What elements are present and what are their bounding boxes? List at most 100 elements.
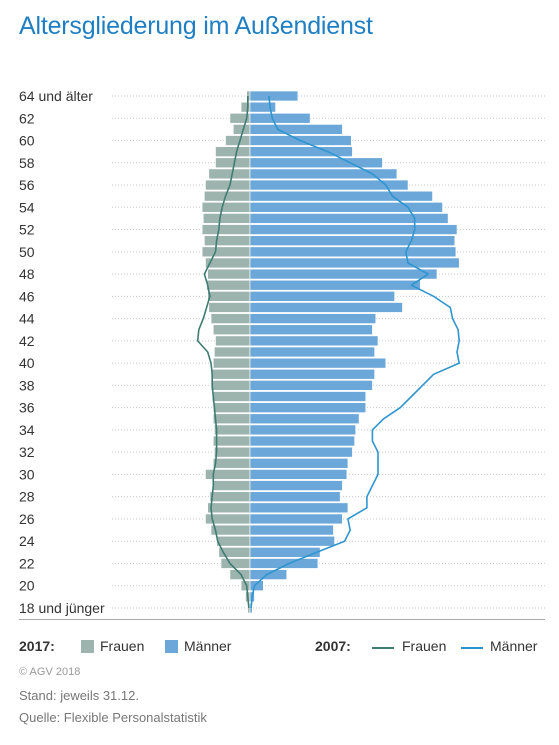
age-tick-label: 26 (19, 511, 35, 527)
bar-maenner-2017 (249, 101, 276, 113)
bar-maenner-2017 (249, 368, 375, 380)
bar-maenner-2017 (249, 513, 343, 525)
bar-frauen-2017 (201, 224, 251, 235)
bar-maenner-2017 (249, 146, 353, 157)
bar-frauen-2017 (214, 424, 251, 436)
age-tick-label: 58 (19, 155, 35, 171)
bar-frauen-2017 (206, 279, 251, 291)
bar-maenner-2017 (249, 402, 367, 413)
bar-maenner-2017 (249, 90, 299, 102)
bar-frauen-2017 (201, 202, 251, 213)
copyright-note: © AGV 2018 (19, 666, 81, 678)
bar-maenner-2017 (249, 535, 335, 547)
bar-maenner-2017 (249, 446, 353, 458)
bar-frauen-2017 (210, 313, 251, 324)
bar-maenner-2017 (249, 291, 395, 302)
age-tick-label: 36 (19, 400, 35, 416)
bar-frauen-2017 (208, 302, 251, 313)
bar-maenner-2017 (249, 380, 373, 391)
legend-swatch-maenner-2017 (165, 640, 178, 653)
bar-maenner-2017 (249, 502, 349, 514)
age-tick-label: 46 (19, 288, 35, 304)
age-tick-label: 18 und jünger (19, 600, 105, 616)
age-tick-label: 20 (19, 578, 35, 594)
bar-maenner-2017 (249, 524, 334, 536)
bar-maenner-2017 (249, 547, 321, 558)
legend-line-maenner-2007 (461, 647, 483, 649)
bar-maenner-2017 (249, 112, 311, 124)
bar-maenner-2017 (249, 558, 319, 569)
bar-frauen-2017 (215, 335, 251, 347)
bar-maenner-2017 (249, 391, 367, 402)
age-tick-label: 40 (19, 355, 35, 371)
bar-maenner-2017 (249, 213, 449, 224)
bar-frauen-2017 (212, 402, 251, 413)
bar-maenner-2017 (249, 268, 438, 280)
bar-maenner-2017 (249, 335, 379, 347)
line-maenner-2007 (250, 95, 460, 609)
bar-frauen-2017 (208, 168, 251, 180)
age-tick-label: 62 (19, 110, 35, 126)
age-tick-label: 56 (19, 177, 35, 193)
bar-frauen-2017 (216, 535, 251, 547)
bar-maenner-2017 (249, 224, 458, 235)
population-pyramid-chart: 18 und jünger 20 22 24 26 28 30 32 34 36 38 40 42 44 4… (19, 88, 545, 620)
age-tick-label: 32 (19, 444, 35, 460)
bar-maenner-2017 (249, 257, 460, 269)
bar-maenner-2017 (249, 279, 421, 291)
bar-frauen-2017 (207, 268, 251, 280)
age-tick-label: 42 (19, 333, 35, 349)
bar-maenner-2017 (249, 435, 355, 447)
bar-maenner-2017 (249, 190, 433, 202)
legend-year-2007: 2007: (315, 638, 351, 654)
footer-stand: Stand: jeweils 31.12. (19, 688, 139, 703)
bar-frauen-2017 (210, 380, 251, 391)
age-tick-label: 44 (19, 311, 35, 327)
bar-maenner-2017 (249, 413, 360, 425)
bar-frauen-2017 (211, 480, 251, 491)
age-tick-label: 30 (19, 466, 35, 482)
bar-maenner-2017 (249, 469, 348, 480)
age-tick-label: 22 (19, 555, 35, 571)
bar-frauen-2017 (215, 146, 251, 157)
bar-frauen-2017 (207, 291, 251, 302)
age-tick-label: 38 (19, 377, 35, 393)
bar-frauen-2017 (214, 446, 251, 458)
bar-frauen-2017 (212, 458, 251, 469)
bar-frauen-2017 (212, 413, 251, 425)
line-frauen-2007 (196, 96, 250, 609)
bar-maenner-2017 (249, 202, 443, 213)
bar-maenner-2017 (249, 124, 343, 135)
bar-frauen-2017 (212, 324, 251, 335)
bar-maenner-2017 (249, 246, 457, 258)
age-tick-label: 24 (19, 533, 35, 549)
bar-frauen-2017 (225, 135, 251, 146)
bar-maenner-2017 (249, 168, 398, 180)
bar-maenner-2017 (249, 480, 343, 491)
bar-frauen-2017 (211, 368, 251, 380)
age-tick-label: 64 und älter (19, 88, 93, 104)
bar-frauen-2017 (201, 246, 251, 258)
bar-frauen-2017 (202, 213, 251, 224)
age-tick-label: 50 (19, 244, 35, 260)
bar-frauen-2017 (212, 357, 251, 369)
bar-maenner-2017 (249, 491, 341, 502)
age-tick-label: 54 (19, 199, 35, 215)
bar-frauen-2017 (209, 491, 251, 502)
age-tick-label: 48 (19, 266, 35, 282)
legend-label-frauen-2007: Frauen (402, 638, 447, 654)
bar-frauen-2017 (214, 346, 251, 358)
legend-label-maenner-2017: Männer (184, 638, 232, 654)
bar-maenner-2017 (249, 346, 375, 358)
bar-maenner-2017 (249, 302, 403, 313)
bar-maenner-2017 (249, 458, 349, 469)
bar-maenner-2017 (249, 235, 456, 246)
bar-maenner-2017 (249, 580, 264, 591)
bar-frauen-2017 (212, 435, 251, 447)
bar-frauen-2017 (205, 469, 251, 480)
bar-maenner-2017 (249, 357, 387, 369)
bar-frauen-2017 (207, 502, 251, 514)
legend-label-maenner-2007: Männer (490, 638, 538, 654)
age-tick-label: 28 (19, 489, 35, 505)
bar-frauen-2017 (220, 558, 251, 569)
